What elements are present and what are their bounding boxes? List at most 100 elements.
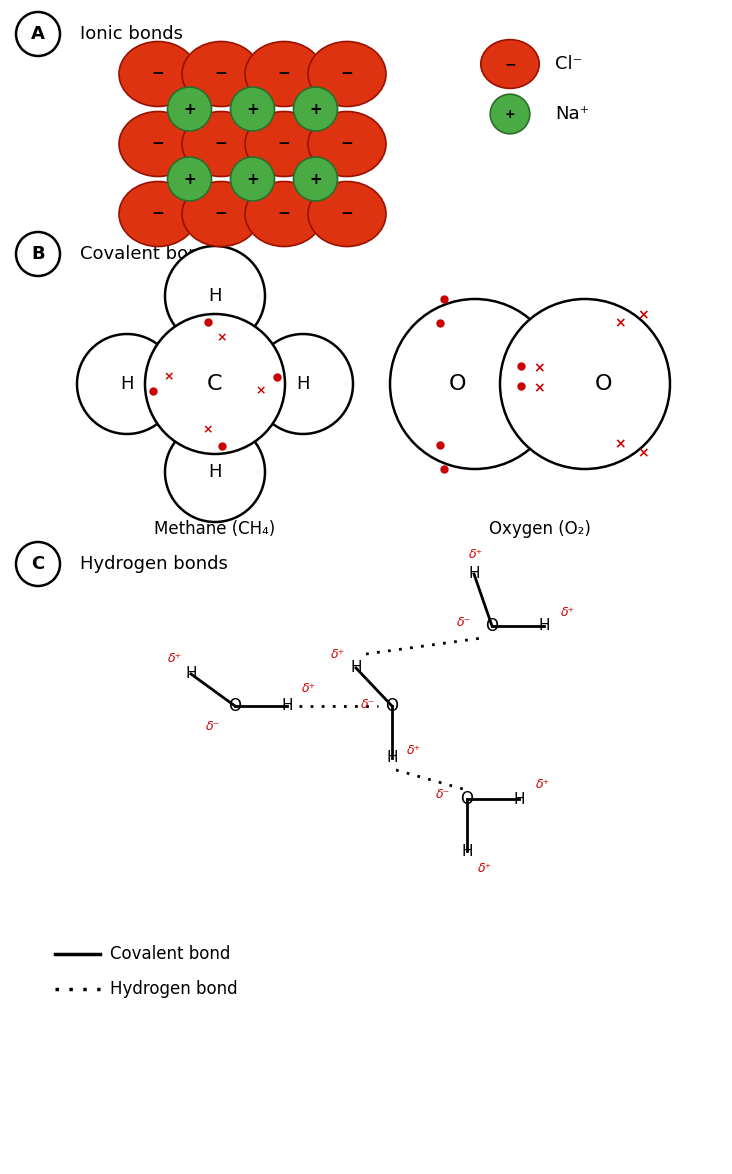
Text: O: O bbox=[448, 375, 466, 394]
Text: −: − bbox=[152, 67, 165, 81]
Text: δ⁺: δ⁺ bbox=[478, 863, 492, 876]
Circle shape bbox=[253, 333, 353, 434]
Text: Covalent bonds: Covalent bonds bbox=[80, 245, 220, 263]
Text: O: O bbox=[386, 697, 398, 715]
Text: H: H bbox=[386, 750, 397, 765]
Circle shape bbox=[16, 542, 60, 586]
Text: δ⁺: δ⁺ bbox=[407, 743, 421, 756]
Text: δ⁺: δ⁺ bbox=[536, 778, 550, 791]
Text: H: H bbox=[461, 843, 473, 858]
Text: ×: × bbox=[637, 446, 649, 460]
Text: H: H bbox=[185, 667, 197, 681]
Text: −: − bbox=[214, 136, 228, 151]
Text: H: H bbox=[513, 791, 525, 807]
Text: δ⁻: δ⁻ bbox=[436, 789, 450, 802]
Ellipse shape bbox=[245, 112, 323, 176]
Text: Covalent bond: Covalent bond bbox=[110, 945, 231, 963]
Text: −: − bbox=[277, 136, 291, 151]
Text: δ⁻: δ⁻ bbox=[361, 697, 375, 710]
Text: +: + bbox=[309, 101, 322, 116]
Text: C: C bbox=[207, 375, 223, 394]
Text: ×: × bbox=[255, 385, 266, 398]
Text: H: H bbox=[538, 619, 550, 634]
Ellipse shape bbox=[182, 112, 260, 176]
Circle shape bbox=[145, 313, 285, 454]
Ellipse shape bbox=[182, 182, 260, 247]
Text: −: − bbox=[152, 136, 165, 151]
Ellipse shape bbox=[308, 112, 386, 176]
Text: δ⁺: δ⁺ bbox=[331, 648, 345, 661]
Circle shape bbox=[77, 333, 177, 434]
Circle shape bbox=[16, 12, 60, 56]
Text: −: − bbox=[340, 207, 354, 222]
Text: ×: × bbox=[533, 382, 545, 394]
Text: B: B bbox=[31, 245, 45, 263]
Text: O: O bbox=[228, 697, 242, 715]
Text: +: + bbox=[309, 171, 322, 187]
Circle shape bbox=[16, 232, 60, 276]
Circle shape bbox=[490, 94, 530, 134]
Text: δ⁺: δ⁺ bbox=[302, 681, 316, 695]
Text: Cl⁻: Cl⁻ bbox=[555, 55, 582, 73]
Text: H: H bbox=[208, 286, 222, 305]
Text: Na⁺: Na⁺ bbox=[555, 104, 589, 123]
Text: H: H bbox=[208, 463, 222, 481]
Circle shape bbox=[294, 87, 337, 131]
Ellipse shape bbox=[481, 40, 539, 88]
Text: −: − bbox=[504, 58, 516, 70]
Text: ×: × bbox=[217, 331, 227, 344]
Circle shape bbox=[231, 87, 274, 131]
Ellipse shape bbox=[308, 182, 386, 247]
Text: −: − bbox=[214, 67, 228, 81]
Text: −: − bbox=[214, 207, 228, 222]
Text: ×: × bbox=[203, 424, 213, 437]
Circle shape bbox=[294, 157, 337, 201]
Text: Hydrogen bond: Hydrogen bond bbox=[110, 980, 238, 998]
Text: ×: × bbox=[614, 316, 626, 330]
Text: δ⁺: δ⁺ bbox=[168, 653, 182, 666]
Text: ×: × bbox=[637, 308, 649, 322]
Ellipse shape bbox=[119, 112, 197, 176]
Text: C: C bbox=[31, 555, 45, 573]
Text: O: O bbox=[460, 790, 474, 808]
Text: +: + bbox=[183, 101, 196, 116]
Text: −: − bbox=[340, 136, 354, 151]
Text: A: A bbox=[31, 25, 45, 43]
Text: Ionic bonds: Ionic bonds bbox=[80, 25, 183, 43]
Ellipse shape bbox=[308, 41, 386, 107]
Text: ×: × bbox=[164, 371, 174, 384]
Ellipse shape bbox=[119, 182, 197, 247]
Text: Methane (CH₄): Methane (CH₄) bbox=[154, 520, 276, 538]
Text: δ⁻: δ⁻ bbox=[206, 720, 220, 733]
Circle shape bbox=[231, 157, 274, 201]
Text: −: − bbox=[340, 67, 354, 81]
Text: ×: × bbox=[614, 438, 626, 452]
Text: O: O bbox=[594, 375, 612, 394]
Text: +: + bbox=[246, 101, 259, 116]
Ellipse shape bbox=[245, 41, 323, 107]
Text: δ⁺: δ⁺ bbox=[469, 547, 483, 560]
Text: −: − bbox=[277, 67, 291, 81]
Circle shape bbox=[500, 299, 670, 468]
Text: −: − bbox=[277, 207, 291, 222]
Ellipse shape bbox=[182, 41, 260, 107]
Circle shape bbox=[168, 157, 212, 201]
Ellipse shape bbox=[119, 41, 197, 107]
Text: H: H bbox=[468, 567, 479, 581]
Text: O: O bbox=[485, 618, 498, 635]
Text: H: H bbox=[350, 661, 362, 675]
Circle shape bbox=[165, 247, 265, 346]
Text: +: + bbox=[183, 171, 196, 187]
Ellipse shape bbox=[245, 182, 323, 247]
Text: +: + bbox=[504, 108, 515, 121]
Circle shape bbox=[165, 421, 265, 522]
Text: δ⁻: δ⁻ bbox=[457, 615, 471, 628]
Text: +: + bbox=[246, 171, 259, 187]
Text: H: H bbox=[296, 375, 310, 393]
Circle shape bbox=[168, 87, 212, 131]
Text: ×: × bbox=[533, 360, 545, 375]
Text: Oxygen (O₂): Oxygen (O₂) bbox=[489, 520, 591, 538]
Text: δ⁺: δ⁺ bbox=[561, 606, 575, 619]
Text: H: H bbox=[281, 699, 293, 714]
Text: H: H bbox=[120, 375, 134, 393]
